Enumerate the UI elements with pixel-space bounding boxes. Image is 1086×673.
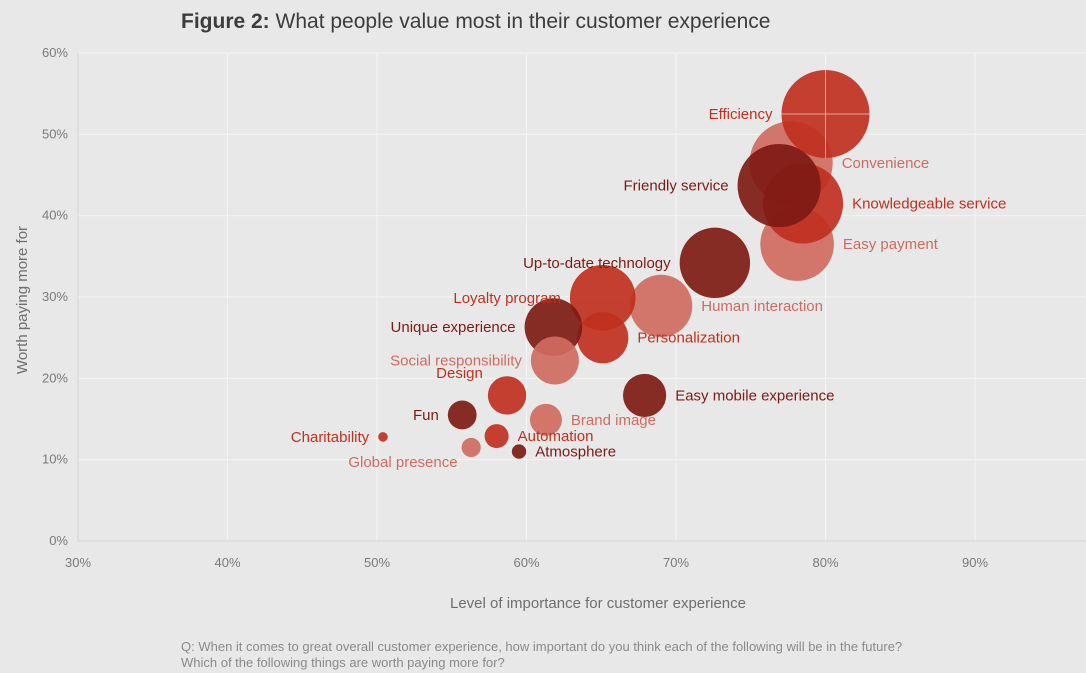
chart-title-text: What people value most in their customer…: [275, 10, 771, 33]
x-axis-title: Level of importance for customer experie…: [450, 595, 746, 612]
bubble: [484, 424, 509, 449]
bubble: [487, 376, 527, 415]
chart-title-lead: Figure 2:: [181, 10, 270, 33]
footnote-line-1: Q: When it comes to great overall custom…: [181, 639, 903, 654]
y-tick-label: 10%: [42, 452, 68, 467]
y-tick-label: 20%: [42, 370, 68, 385]
bubble: [461, 437, 481, 458]
bubble-label: Personalization: [637, 330, 740, 347]
x-tick-label: 80%: [812, 555, 838, 570]
bubble-label: Brand image: [571, 412, 656, 429]
x-tick-label: 40%: [214, 555, 240, 570]
bubble: [577, 312, 629, 364]
bubble-label: Convenience: [842, 155, 930, 172]
bubble-label: Easy payment: [843, 236, 939, 253]
bubble-label: Human interaction: [701, 298, 823, 315]
bubble-label: Efficiency: [709, 106, 773, 123]
bubble-label: Global presence: [348, 454, 457, 471]
y-tick-label: 40%: [42, 208, 68, 223]
x-tick-label: 30%: [65, 555, 91, 570]
bubble-label: Unique experience: [391, 319, 516, 336]
y-tick-label: 30%: [42, 289, 68, 304]
bubble-label: Design: [436, 365, 483, 382]
x-tick-label: 50%: [364, 555, 390, 570]
y-tick-label: 60%: [42, 45, 68, 60]
x-tick-label: 90%: [962, 555, 988, 570]
bubble-label: Up-to-date technology: [523, 255, 671, 272]
bubble-label: Fun: [413, 407, 439, 424]
bubble-label: Automation: [518, 428, 594, 445]
y-tick-label: 50%: [42, 126, 68, 141]
bubble-label: Loyalty program: [453, 290, 561, 307]
survey-question-footnote: Q: When it comes to great overall custom…: [181, 639, 902, 671]
bubble-label: Easy mobile experience: [675, 387, 834, 404]
y-tick-label: 0%: [49, 533, 68, 548]
bubble: [529, 403, 562, 436]
bubble: [679, 227, 751, 299]
bubble: [378, 432, 388, 442]
x-tick-label: 70%: [663, 555, 689, 570]
bubble-label: Charitability: [291, 429, 370, 446]
bubble: [569, 265, 636, 331]
bubble: [737, 143, 821, 228]
bubble-label: Atmosphere: [535, 444, 616, 461]
bubble-label: Knowledgeable service: [852, 195, 1006, 212]
bubble: [623, 373, 667, 418]
footnote-line-2: Which of the following things are worth …: [181, 655, 505, 670]
bubble: [447, 400, 477, 430]
bubble-label: Social responsibility: [390, 352, 522, 369]
bubble: [530, 336, 579, 385]
bubble-label: Friendly service: [624, 178, 729, 195]
bubble: [629, 274, 693, 338]
bubble: [511, 444, 527, 459]
y-axis-title: Worth paying more for: [14, 226, 31, 374]
x-tick-label: 60%: [513, 555, 539, 570]
chart-title: Figure 2: What people value most in thei…: [181, 10, 770, 34]
